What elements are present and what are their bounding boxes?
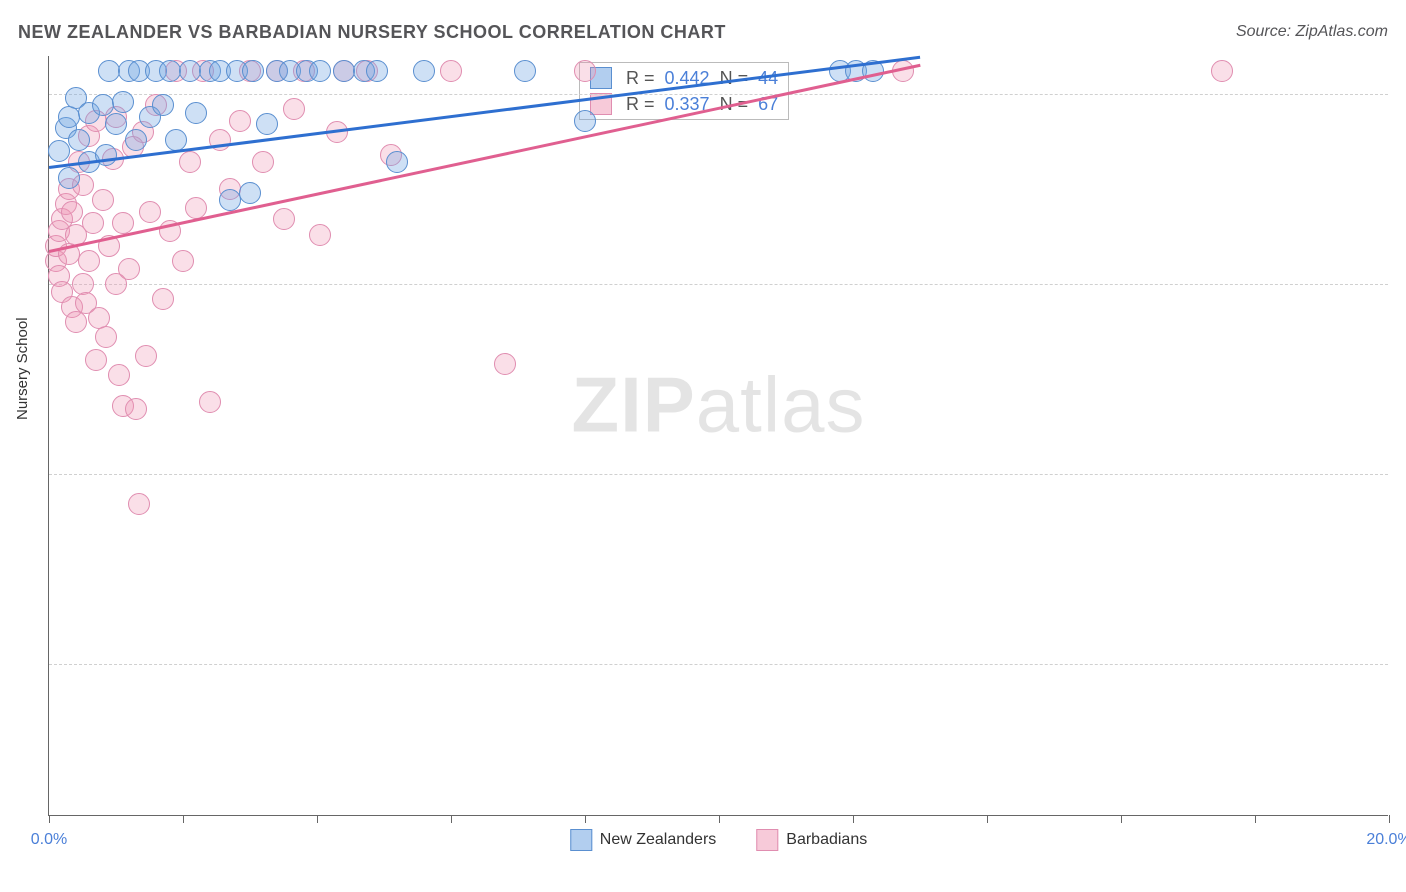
x-tick [183, 815, 184, 823]
scatter-point [179, 60, 201, 82]
chart-header: NEW ZEALANDER VS BARBADIAN NURSERY SCHOO… [18, 18, 1388, 46]
scatter-point [58, 167, 80, 189]
scatter-point [58, 106, 80, 128]
scatter-point [135, 345, 157, 367]
scatter-point [95, 326, 117, 348]
scatter-point [309, 224, 331, 246]
scatter-point [239, 182, 261, 204]
scatter-plot-area: ZIPatlas R = 0.442 N = 44 R = 0.337 N = … [48, 56, 1388, 816]
watermark-text: ZIPatlas [571, 360, 865, 451]
x-tick [1255, 815, 1256, 823]
x-tick [1121, 815, 1122, 823]
x-tick [49, 815, 50, 823]
x-tick [451, 815, 452, 823]
legend-label-blue: New Zealanders [600, 831, 717, 848]
x-tick [317, 815, 318, 823]
scatter-point [125, 398, 147, 420]
stats-r-label: R = [626, 68, 655, 89]
gridline [49, 284, 1388, 285]
scatter-point [179, 151, 201, 173]
scatter-point [125, 129, 147, 151]
scatter-point [229, 110, 251, 132]
scatter-point [333, 60, 355, 82]
scatter-point [82, 212, 104, 234]
scatter-point [256, 113, 278, 135]
scatter-point [152, 288, 174, 310]
gridline [49, 474, 1388, 475]
scatter-point [574, 60, 596, 82]
scatter-point [574, 110, 596, 132]
x-tick [853, 815, 854, 823]
scatter-point [128, 493, 150, 515]
scatter-point [92, 189, 114, 211]
scatter-point [65, 311, 87, 333]
scatter-point [413, 60, 435, 82]
scatter-point [165, 129, 187, 151]
scatter-point [199, 391, 221, 413]
scatter-point [309, 60, 331, 82]
scatter-point [242, 60, 264, 82]
scatter-point [366, 60, 388, 82]
scatter-point [78, 250, 100, 272]
scatter-point [139, 201, 161, 223]
legend-item-blue: New Zealanders [570, 829, 717, 851]
legend-label-pink: Barbadians [786, 831, 867, 848]
scatter-point [273, 208, 295, 230]
scatter-point [514, 60, 536, 82]
legend-swatch-pink [756, 829, 778, 851]
scatter-point [159, 60, 181, 82]
scatter-point [494, 353, 516, 375]
scatter-point [152, 94, 174, 116]
scatter-point [68, 129, 90, 151]
x-tick [719, 815, 720, 823]
scatter-point [440, 60, 462, 82]
x-tick-label: 0.0% [31, 831, 67, 849]
gridline [49, 664, 1388, 665]
chart-legend: New Zealanders Barbadians [570, 829, 867, 851]
y-axis-label: Nursery School [14, 317, 31, 420]
scatter-point [92, 94, 114, 116]
scatter-point [252, 151, 274, 173]
x-tick [585, 815, 586, 823]
scatter-point [1211, 60, 1233, 82]
scatter-point [61, 201, 83, 223]
scatter-point [98, 60, 120, 82]
chart-source: Source: ZipAtlas.com [1236, 23, 1388, 41]
gridline [49, 94, 1388, 95]
scatter-point [386, 151, 408, 173]
scatter-point [219, 189, 241, 211]
scatter-point [105, 113, 127, 135]
scatter-point [185, 102, 207, 124]
scatter-point [283, 98, 305, 120]
x-tick [987, 815, 988, 823]
legend-item-pink: Barbadians [756, 829, 867, 851]
scatter-point [108, 364, 130, 386]
stats-r-label: R = [626, 94, 655, 115]
x-tick [1389, 815, 1390, 823]
scatter-point [85, 349, 107, 371]
scatter-point [112, 91, 134, 113]
chart-title: NEW ZEALANDER VS BARBADIAN NURSERY SCHOO… [18, 22, 726, 43]
scatter-point [48, 140, 70, 162]
legend-swatch-blue [570, 829, 592, 851]
scatter-point [118, 258, 140, 280]
scatter-point [112, 212, 134, 234]
x-tick-label: 20.0% [1366, 831, 1406, 849]
correlation-stats-box: R = 0.442 N = 44 R = 0.337 N = 67 [579, 62, 789, 120]
scatter-point [172, 250, 194, 272]
